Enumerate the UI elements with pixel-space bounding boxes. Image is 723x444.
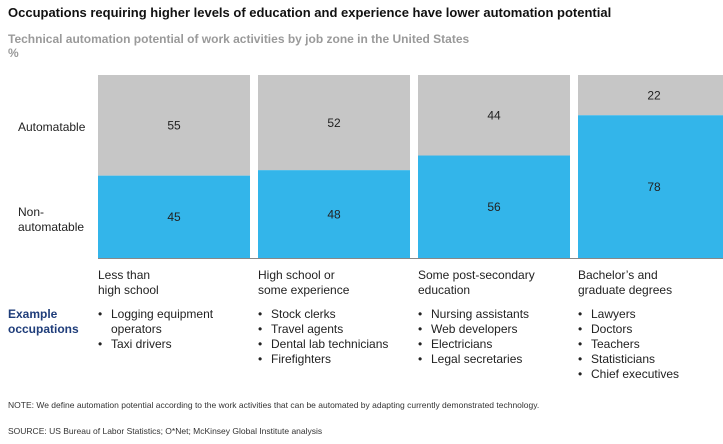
category-label-3: Bachelor’s and graduate degrees [578,268,708,298]
category-label-1: High school or some experience [258,268,388,298]
example-item: Travel agents [258,322,398,337]
category-label-0-line1: Less than [98,268,151,282]
example-item: Teachers [578,337,718,352]
bar-automatable-1 [258,75,410,171]
example-item: Statisticians [578,352,718,367]
category-label-3-line1: Bachelor’s and [578,268,658,282]
category-label-3-line2: graduate degrees [578,283,673,297]
value-label-non-automatable-2: 56 [487,200,501,214]
example-item: Stock clerks [258,307,398,322]
category-label-1-line2: some experience [258,283,350,297]
example-label-line2: occupations [8,322,79,336]
bar-non-automatable-3 [578,115,723,258]
source-note: SOURCE: US Bureau of Labor Statistics; O… [8,426,323,436]
bar-automatable-3 [578,75,723,116]
category-label-0-line2: high school [98,283,159,297]
chart-title: Occupations requiring higher levels of e… [8,5,612,20]
example-item: Logging equipment operators [98,307,238,337]
example-item: Doctors [578,322,718,337]
category-label-2: Some post-secondary education [418,268,548,298]
value-label-automatable-0: 55 [167,118,181,132]
bar-automatable-0 [98,75,250,176]
examples-list-1: Stock clerks Travel agents Dental lab te… [258,307,398,367]
example-item: Legal secretaries [418,352,558,367]
example-item: Taxi drivers [98,337,238,352]
category-label-2-line1: Some post-secondary [418,268,535,282]
row-label-automatable: Automatable [18,120,86,134]
category-label-2-line2: education [418,283,471,297]
example-item: Dental lab technicians [258,337,398,352]
category-label-1-line1: High school or [258,268,335,282]
value-label-automatable-2: 44 [487,108,501,122]
example-item: Electricians [418,337,558,352]
bar-automatable-2 [418,75,570,156]
example-label-line1: Example [8,307,58,321]
bar-non-automatable-2 [418,155,570,258]
value-label-non-automatable-1: 48 [327,207,341,221]
examples-list-0: Logging equipment operators Taxi drivers [98,307,238,352]
bar-non-automatable-0 [98,175,250,258]
value-label-non-automatable-3: 78 [647,180,661,194]
unit-label: % [8,46,19,60]
chart-subtitle: Technical automation potential of work a… [8,32,470,46]
row-label-non-automatable-line1: Non- [18,205,45,219]
example-item: Web developers [418,322,558,337]
footnote: NOTE: We define automation potential acc… [8,400,540,410]
example-item: Nursing assistants [418,307,558,322]
value-label-automatable-1: 52 [327,116,341,130]
row-label-non-automatable: Non- automatable [18,205,84,235]
examples-list-3: Lawyers Doctors Teachers Statisticians C… [578,307,718,382]
examples-list-2: Nursing assistants Web developers Electr… [418,307,558,367]
example-item: Chief executives [578,367,718,382]
example-item: Firefighters [258,352,398,367]
row-label-non-automatable-line2: automatable [18,220,85,234]
example-occupations-label: Example occupations [8,307,79,337]
value-label-non-automatable-0: 45 [167,210,181,224]
bar-non-automatable-1 [258,170,410,258]
example-item: Lawyers [578,307,718,322]
category-label-0: Less than high school [98,268,228,298]
value-label-automatable-3: 22 [647,88,661,102]
